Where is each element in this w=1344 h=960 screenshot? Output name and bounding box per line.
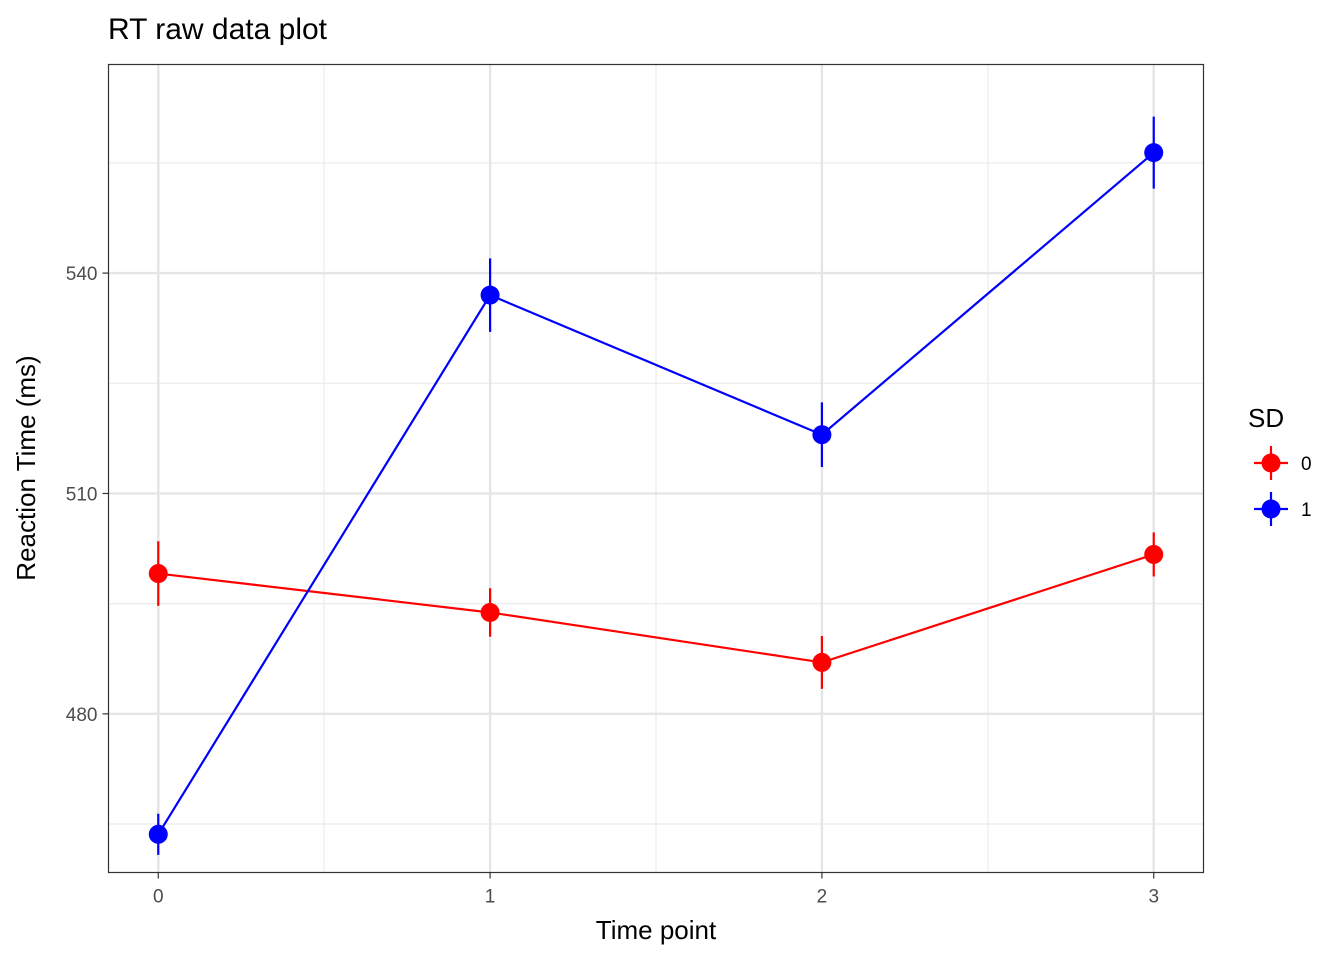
legend-items: 01 — [1254, 446, 1312, 526]
x-axis-ticks: 0 1 2 3 — [153, 872, 1159, 908]
point-1-1 — [480, 285, 500, 305]
x-tick-label: 0 — [153, 887, 164, 908]
point-0-0 — [148, 564, 168, 584]
y-tick-label: 480 — [66, 705, 98, 726]
series-lines — [157, 151, 1155, 835]
legend-key-point — [1261, 453, 1281, 473]
panel-border — [107, 63, 1205, 874]
y-tick-label: 540 — [66, 264, 98, 285]
x-tick-label: 3 — [1148, 887, 1159, 908]
legend: SD 01 — [1248, 403, 1312, 526]
y-tick-label: 510 — [66, 484, 98, 505]
legend-label: 1 — [1301, 500, 1312, 521]
x-tick-label: 2 — [817, 887, 828, 908]
point-1-3 — [1144, 143, 1164, 163]
point-1-2 — [812, 425, 832, 445]
legend-key-point — [1261, 499, 1281, 519]
point-1-0 — [148, 824, 168, 844]
grid-major — [108, 64, 1204, 873]
point-0-2 — [812, 652, 832, 672]
grid-minor — [108, 64, 1204, 873]
point-0-1 — [480, 602, 500, 622]
series-line-0 — [158, 553, 1155, 664]
y-axis-ticks: 480 510 540 — [66, 264, 109, 726]
legend-title: SD — [1248, 403, 1284, 433]
legend-item-1: 1 — [1254, 492, 1312, 526]
legend-label: 0 — [1301, 454, 1312, 475]
data-points — [148, 143, 1164, 844]
x-axis-title: Time point — [596, 915, 717, 945]
chart-title: RT raw data plot — [108, 13, 328, 46]
x-tick-label: 1 — [485, 887, 496, 908]
y-axis-title: Reaction Time (ms) — [11, 355, 41, 580]
series-line-1 — [157, 151, 1155, 835]
point-0-3 — [1144, 544, 1164, 564]
legend-item-0: 0 — [1254, 446, 1312, 480]
